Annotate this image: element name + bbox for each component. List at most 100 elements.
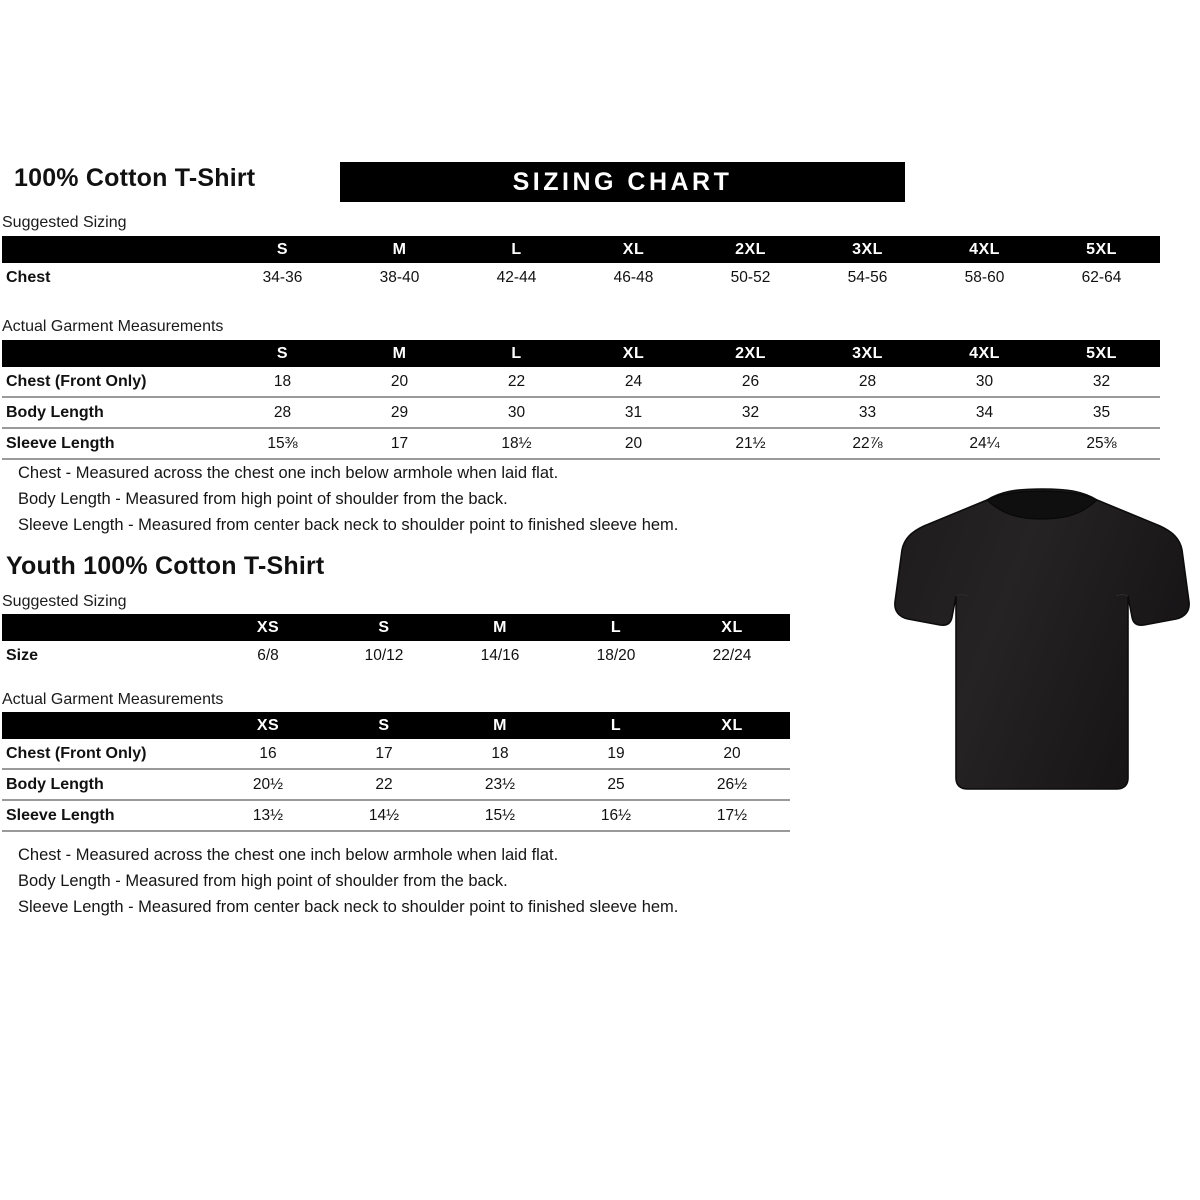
table-cell: 33: [809, 396, 926, 428]
tshirt-left-sleeve-seam: [955, 594, 969, 597]
column-header: 2XL: [692, 340, 809, 367]
row-label: Chest: [6, 268, 51, 286]
table-cell: 46-48: [613, 268, 654, 286]
table-cell: 17½: [674, 799, 790, 832]
table-row: Body Length 28 29 30 31 32 33 34 35: [2, 396, 1160, 428]
table-cell: 20: [723, 744, 741, 762]
table-cell: 31: [575, 396, 692, 428]
row-label: Body Length: [2, 396, 224, 428]
table-cell: 17: [341, 427, 458, 460]
table-cell: 22: [507, 372, 526, 390]
table-row: Size 6/8 10/12 14/16 18/20 22/24: [2, 641, 790, 670]
row-label: Chest (Front Only): [6, 372, 147, 390]
table-cell: 17: [375, 744, 393, 762]
youth-actual-caption: Actual Garment Measurements: [2, 691, 224, 708]
table-cell: 58-60: [964, 268, 1005, 286]
table-cell: 30: [975, 372, 994, 390]
sizing-chart-banner: SIZING CHART: [340, 162, 905, 202]
column-header: S: [224, 236, 341, 263]
column-header: S: [224, 340, 341, 367]
table-cell: 21½: [692, 427, 809, 460]
youth-measurement-notes: Chest - Measured across the chest one in…: [18, 842, 678, 920]
table-header-row: XS S M L XL: [2, 712, 790, 739]
note-sleeve-length: Sleeve Length - Measured from center bac…: [18, 898, 679, 916]
table-cell: 30: [458, 396, 575, 428]
column-header: 4XL: [926, 236, 1043, 263]
column-header: XS: [210, 712, 326, 739]
page-title: 100% Cotton T-Shirt: [14, 164, 256, 192]
table-row: Sleeve Length 13½ 14½ 15½ 16½ 17½: [2, 799, 790, 832]
row-label: Body Length: [2, 768, 210, 800]
column-header: 5XL: [1043, 236, 1160, 263]
column-header: S: [326, 712, 442, 739]
column-header: L: [458, 236, 575, 263]
table-cell: 25: [558, 768, 674, 800]
table-cell: 50-52: [730, 268, 771, 286]
column-header: S: [326, 614, 442, 641]
note-body-length: Body Length - Measured from high point o…: [18, 490, 508, 508]
column-header: XL: [575, 340, 692, 367]
table-row: Body Length 20½ 22 23½ 25 26½: [2, 768, 790, 800]
table-cell: 35: [1043, 396, 1160, 428]
table-cell: 23½: [442, 768, 558, 800]
tshirt-collar: [985, 490, 1099, 520]
table-cell: 18/20: [596, 646, 636, 664]
note-sleeve-length: Sleeve Length - Measured from center bac…: [18, 516, 679, 534]
column-header: [2, 614, 210, 641]
column-header: L: [558, 712, 674, 739]
adult-suggested-sizing-table: S M L XL 2XL 3XL 4XL 5XL Chest 34-36 38-…: [2, 236, 1160, 292]
youth-suggested-caption: Suggested Sizing: [2, 593, 127, 610]
table-cell: 20: [390, 372, 409, 390]
column-header: 2XL: [692, 236, 809, 263]
note-chest: Chest - Measured across the chest one in…: [18, 464, 559, 482]
table-cell: 34-36: [262, 268, 303, 286]
column-header: M: [442, 712, 558, 739]
table-cell: 22⅞: [809, 427, 926, 460]
row-label: Chest (Front Only): [6, 744, 147, 762]
table-cell: 42-44: [496, 268, 537, 286]
table-cell: 22/24: [712, 646, 752, 664]
column-header: [2, 340, 224, 367]
note-chest: Chest - Measured across the chest one in…: [18, 846, 559, 864]
column-header: XL: [575, 236, 692, 263]
tshirt-front-view-icon: [894, 488, 1190, 790]
column-header: 4XL: [926, 340, 1043, 367]
table-header-row: S M L XL 2XL 3XL 4XL 5XL: [2, 236, 1160, 263]
column-header: [2, 236, 224, 263]
table-header-row: S M L XL 2XL 3XL 4XL 5XL: [2, 340, 1160, 367]
column-header: 3XL: [809, 236, 926, 263]
adult-measurement-notes: Chest - Measured across the chest one in…: [18, 460, 678, 538]
table-cell: 24¼: [926, 427, 1043, 460]
table-cell: 22: [326, 768, 442, 800]
row-label: Sleeve Length: [2, 799, 210, 832]
column-header: M: [341, 340, 458, 367]
table-cell: 18: [273, 372, 292, 390]
row-label: Size: [6, 646, 39, 664]
table-cell: 14½: [326, 799, 442, 832]
table-cell: 15½: [442, 799, 558, 832]
table-cell: 13½: [210, 799, 326, 832]
table-cell: 20½: [210, 768, 326, 800]
table-header-row: XS S M L XL: [2, 614, 790, 641]
table-row: Chest 34-36 38-40 42-44 46-48 50-52 54-5…: [2, 263, 1160, 292]
tshirt-body-shape: [894, 488, 1190, 790]
table-cell: 16: [259, 744, 277, 762]
table-cell: 10/12: [364, 646, 404, 664]
table-cell: 34: [926, 396, 1043, 428]
column-header: M: [442, 614, 558, 641]
table-cell: 62-64: [1081, 268, 1122, 286]
tshirt-illustration: [892, 478, 1192, 808]
table-cell: 28: [224, 396, 341, 428]
table-cell: 28: [858, 372, 877, 390]
table-cell: 16½: [558, 799, 674, 832]
table-cell: 15⅜: [224, 427, 341, 460]
column-header: XL: [674, 712, 790, 739]
note-body-length: Body Length - Measured from high point o…: [18, 872, 508, 890]
adult-header: 100% Cotton T-Shirt SIZING CHART: [14, 162, 1186, 212]
table-cell: 54-56: [847, 268, 888, 286]
youth-section-title: Youth 100% Cotton T-Shirt: [6, 552, 325, 580]
table-cell: 32: [692, 396, 809, 428]
column-header: [2, 712, 210, 739]
table-cell: 6/8: [257, 646, 279, 664]
